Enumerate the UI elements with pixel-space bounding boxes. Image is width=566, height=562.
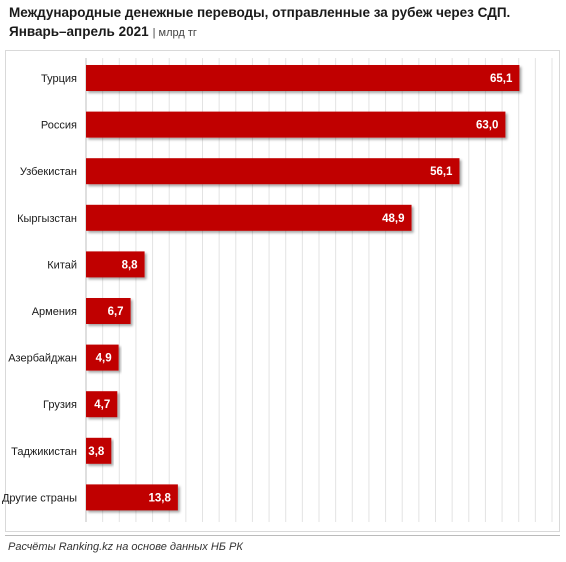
chart-frame [5, 50, 560, 532]
value-label: 13,8 [148, 492, 171, 504]
category-label: Грузия [43, 399, 77, 411]
category-label: Турция [41, 73, 77, 85]
bar [86, 65, 520, 91]
unit-label: | млрд тг [152, 27, 197, 39]
source-note: Расчёты Ranking.kz на основе данных НБ Р… [8, 541, 243, 553]
category-label: Армения [32, 306, 77, 318]
value-label: 56,1 [430, 166, 453, 178]
category-label: Узбекистан [20, 166, 77, 178]
bar [86, 484, 178, 511]
value-label: 6,7 [108, 306, 124, 318]
category-label: Китай [47, 259, 77, 271]
value-label: 4,9 [96, 353, 112, 365]
value-labels: 65,1 63,0 56,1 48,9 8,8 6,7 4,9 4,7 3,8 13,8 [88, 73, 513, 504]
chart-title: Международные денежные переводы, отправл… [9, 3, 561, 43]
category-labels: Турция Россия Узбекистан Кыргызстан Китай Арм… [2, 73, 77, 504]
title-line-1: Международные денежные переводы, отправл… [9, 5, 511, 20]
bar [86, 204, 412, 231]
footer-divider [5, 535, 560, 536]
bar [86, 344, 119, 371]
value-label: 65,1 [490, 73, 513, 85]
value-label: 3,8 [88, 446, 105, 458]
bar [86, 437, 112, 464]
bars [86, 65, 520, 511]
title-line-2: Январь–апрель 2021 | млрд тг [9, 22, 561, 43]
bar [86, 111, 506, 138]
category-label: Другие страны [2, 492, 77, 504]
category-label: Россия [41, 120, 77, 132]
category-label: Азербайджан [8, 353, 77, 365]
value-label: 63,0 [476, 120, 498, 132]
bar [86, 391, 118, 418]
value-label: 8,8 [122, 259, 139, 271]
bar [86, 298, 131, 324]
value-label: 48,9 [382, 213, 404, 225]
category-label: Кыргызстан [17, 213, 77, 225]
bar [86, 251, 145, 278]
value-label: 4,7 [94, 399, 110, 411]
bar [86, 158, 460, 185]
title-period: Январь–апрель 2021 [9, 24, 149, 39]
category-label: Таджикистан [11, 446, 77, 458]
